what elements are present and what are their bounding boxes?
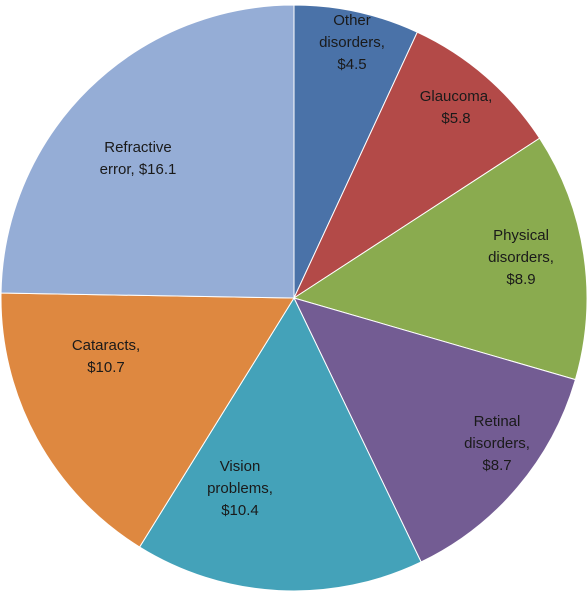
pie-slice-label-line: $10.7 (87, 359, 125, 376)
pie-slice-label-line: Vision (220, 458, 261, 475)
pie-slice-label-line: error, $16.1 (100, 161, 177, 178)
pie-slice-label-line: disorders, (488, 249, 554, 266)
pie-slice-label-line: $5.8 (441, 110, 470, 127)
pie-slice-label: Glaucoma, $5.8 (420, 88, 493, 127)
pie-slice-label: Vision problems, $10.4 (207, 458, 273, 519)
pie-slices (0, 4, 588, 592)
pie-labels: Other disorders, $4.5 Glaucoma, $5.8 Physical… (72, 12, 554, 519)
pie-slice-label-line: $8.7 (482, 457, 511, 474)
pie-slice-vision-problems (138, 296, 422, 592)
pie-slice-label-line: Physical (493, 227, 549, 244)
pie-slice-refractive-error (0, 4, 295, 299)
pie-slice-label-line: Cataracts, (72, 337, 140, 354)
pie-slice-label: Other disorders, $4.5 (319, 12, 385, 73)
pie-slice-physical-disorders (292, 137, 588, 381)
pie-slice-label-line: $8.9 (506, 271, 535, 288)
pie-slice-label-line: disorders, (319, 34, 385, 51)
pie-slice-label-line: $4.5 (337, 56, 366, 73)
pie-slice-label-line: Refractive (104, 139, 172, 156)
pie-slice-label-line: Retinal (474, 413, 521, 430)
pie-slice-label: Refractive error, $16.1 (100, 139, 177, 178)
pie-slice-label-line: Other (333, 12, 371, 29)
pie-slice-label: Physical disorders, $8.9 (488, 227, 554, 288)
pie-slice-retinal-disorders (293, 297, 577, 563)
pie-slice-glaucoma (292, 31, 541, 300)
pie-slice-label: Cataracts, $10.7 (72, 337, 140, 376)
pie-slice-label: Retinal disorders, $8.7 (464, 413, 530, 474)
pie-slice-label-line: disorders, (464, 435, 530, 452)
pie-slice-label-line: $10.4 (221, 502, 259, 519)
pie-slice-cataracts (0, 292, 295, 548)
pie-slice-label-line: problems, (207, 480, 273, 497)
pie-slice-other-disorders (293, 4, 418, 299)
pie-slice-label-line: Glaucoma, (420, 88, 493, 105)
